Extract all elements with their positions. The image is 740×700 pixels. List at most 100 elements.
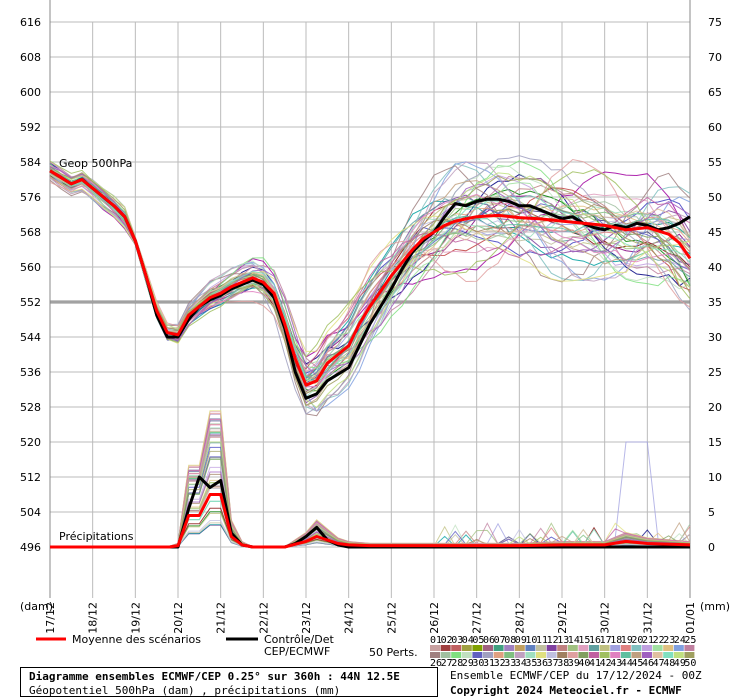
x-tick-label: 24/12 (343, 602, 356, 634)
perts-swatch (451, 645, 462, 651)
perts-swatch (599, 645, 610, 651)
perts-number: 49 (674, 658, 686, 669)
left-tick-label: 496 (20, 541, 41, 554)
perts-number: 17 (600, 635, 612, 646)
right-tick-label: 65 (708, 86, 722, 99)
perts-number: 20 (631, 635, 643, 646)
perts-swatch (525, 652, 536, 658)
precip-label: Précipitations (59, 530, 134, 543)
x-tick-label: 19/12 (129, 602, 142, 634)
chart-title: Diagramme ensembles ECMWF/CEP 0.25° sur … (29, 670, 400, 683)
left-axis-unit: (dam) (20, 600, 53, 613)
legend-mean-label: Moyenne des scénarios (72, 633, 201, 646)
perts-swatch (578, 652, 589, 658)
perts-number: 45 (631, 658, 643, 669)
perts-swatch (493, 645, 504, 651)
perts-swatch (684, 645, 695, 651)
x-tick-label: 27/12 (471, 602, 484, 634)
left-tick-label: 608 (20, 51, 41, 64)
perts-number: 06 (483, 635, 495, 646)
perts-number: 26 (430, 658, 442, 669)
perts-swatch (673, 645, 684, 651)
perts-swatch (546, 652, 557, 658)
perts-swatch (504, 652, 515, 658)
perts-swatch (589, 652, 599, 658)
x-tick-label: 30/12 (599, 602, 612, 634)
x-tick-label: 26/12 (428, 602, 441, 634)
left-tick-label: 616 (20, 16, 41, 29)
perts-swatch (472, 652, 483, 658)
right-tick-label: 5 (708, 506, 715, 519)
mean-precip-line (50, 493, 691, 549)
right-tick-label: 35 (708, 296, 722, 309)
mean-geop-line (49, 169, 692, 387)
perts-swatch (430, 652, 440, 658)
perts-number: 29 (462, 658, 474, 669)
right-tick-label: 55 (708, 156, 722, 169)
perts-swatch (620, 645, 631, 651)
perts-swatch (557, 652, 568, 658)
perts-swatch (493, 652, 504, 658)
perts-number: 25 (684, 635, 696, 646)
perts-number: 39 (568, 658, 580, 669)
left-tick-label: 528 (20, 401, 41, 414)
legend-control-label-2: CEP/ECMWF (264, 645, 330, 658)
left-tick-label: 544 (20, 331, 41, 344)
footer-title-box: Diagramme ensembles ECMWF/CEP 0.25° sur … (20, 667, 438, 697)
perts-swatch (631, 645, 642, 651)
right-tick-label: 20 (708, 401, 722, 414)
right-tick-label: 70 (708, 51, 722, 64)
perts-number: 01 (430, 635, 442, 646)
geop-label: Geop 500hPa (59, 157, 132, 170)
right-tick-label: 50 (708, 191, 722, 204)
perts-legend-grid: 0102030405060708091011121314151617181920… (430, 635, 696, 669)
x-tick-label: 20/12 (172, 602, 185, 634)
perts-number: 43 (610, 658, 622, 669)
perts-swatch (663, 652, 674, 658)
perts-swatch (620, 652, 631, 658)
perts-number: 03 (451, 635, 463, 646)
perts-number: 28 (451, 658, 463, 669)
perts-number: 05 (472, 635, 484, 646)
perts-number: 10 (525, 635, 537, 646)
chart-subtitle: Géopotentiel 500hPa (dam) , précipitatio… (29, 684, 341, 697)
perts-swatch (440, 652, 451, 658)
perts-number: 30 (472, 658, 484, 669)
copyright: Copyright 2024 Meteociel.fr - ECMWF (450, 684, 682, 697)
right-tick-label: 45 (708, 226, 722, 239)
perts-number: 31 (483, 658, 495, 669)
perts-swatch (610, 645, 621, 651)
perts-number: 50 (684, 658, 696, 669)
perts-number: 40 (578, 658, 590, 669)
x-tick-label: 21/12 (215, 602, 228, 634)
perts-swatch (567, 645, 578, 651)
perts-swatch (472, 645, 483, 651)
x-tick-label: 29/12 (556, 602, 569, 634)
perts-swatch (483, 645, 493, 651)
perts-number: 34 (515, 658, 527, 669)
x-tick-label: 17/12 (44, 602, 57, 634)
perts-number: 32 (494, 658, 506, 669)
perts-number: 22 (653, 635, 665, 646)
right-tick-label: 40 (708, 261, 722, 274)
x-tick-label: 25/12 (385, 602, 398, 634)
perts-number: 14 (568, 635, 580, 646)
left-tick-label: 584 (20, 156, 41, 169)
right-tick-label: 75 (708, 16, 722, 29)
perts-number: 23 (663, 635, 675, 646)
perts-swatch (525, 645, 536, 651)
perts-number: 12 (547, 635, 559, 646)
main-series (49, 169, 692, 549)
x-tick-label: 18/12 (87, 602, 100, 634)
perts-number: 09 (515, 635, 527, 646)
perts-number: 37 (547, 658, 559, 669)
ensemble-member-geop (49, 158, 691, 387)
perts-swatch (652, 652, 663, 658)
perts-swatch (631, 652, 642, 658)
left-tick-label: 592 (20, 121, 41, 134)
perts-swatch (673, 652, 684, 658)
perts-swatch (514, 645, 525, 651)
perts-swatch (642, 645, 652, 651)
perts-swatch (504, 645, 515, 651)
right-tick-label: 25 (708, 366, 722, 379)
